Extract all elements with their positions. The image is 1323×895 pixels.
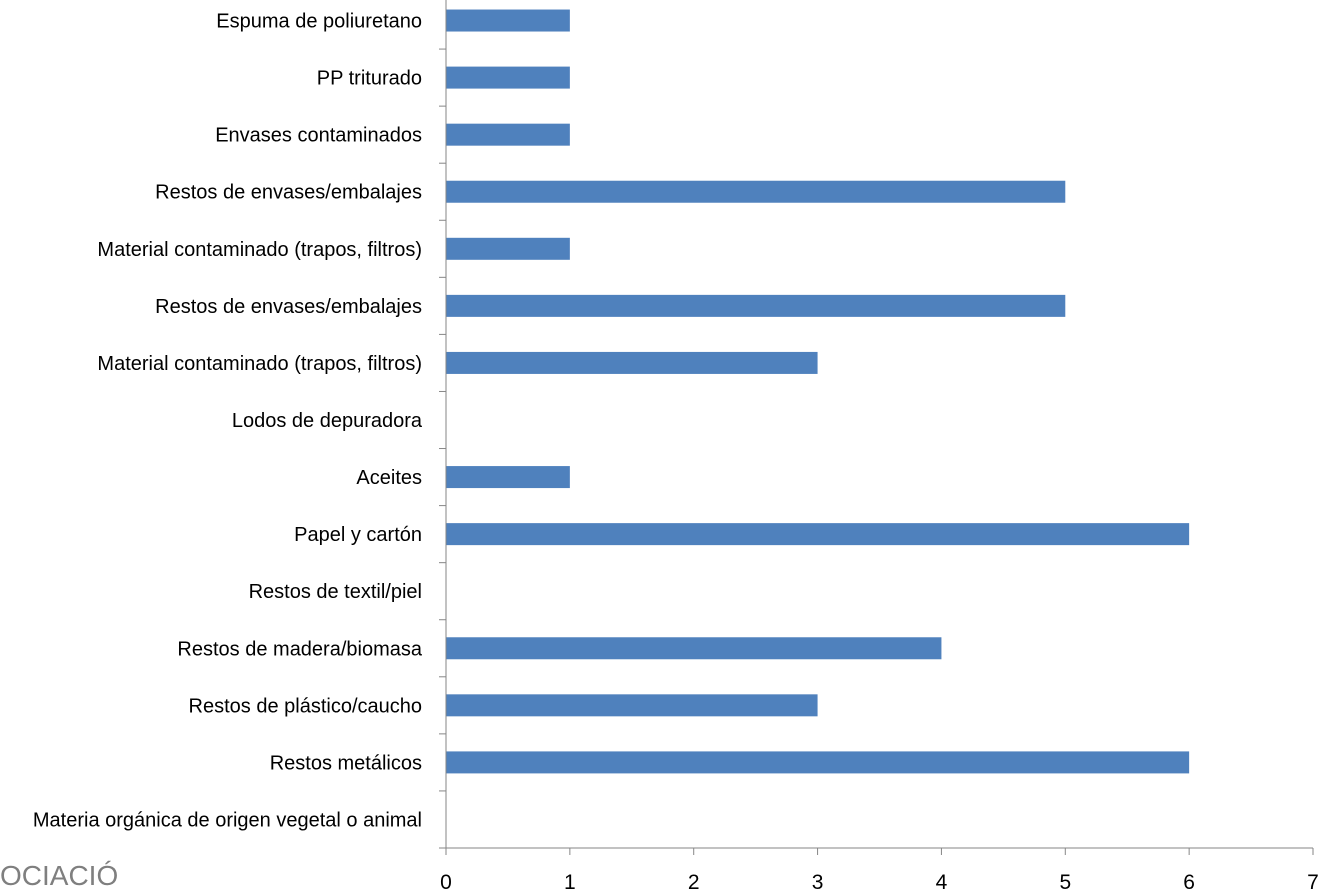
category-label: Restos de envases/embalajes: [155, 296, 422, 318]
category-label: Materia orgánica de origen vegetal o ani…: [33, 809, 422, 831]
bar: [446, 637, 942, 660]
category-label: Espuma de poliuretano: [216, 11, 422, 33]
bar: [446, 694, 818, 717]
category-label: Material contaminado (trapos, filtros): [97, 353, 422, 375]
x-tick-label: 5: [1059, 871, 1071, 894]
bar: [446, 66, 570, 89]
x-tick-label: 0: [440, 871, 452, 894]
bar: [446, 123, 570, 146]
category-label: PP triturado: [317, 68, 422, 90]
logo-watermark-text: OCIACIÓ: [0, 860, 119, 891]
bar: [446, 351, 818, 374]
category-labels: Espuma de poliuretano PP triturado Envases…: [33, 11, 423, 832]
category-label: Restos metálicos: [270, 752, 422, 774]
x-tick-label: 3: [812, 871, 824, 894]
bar: [446, 523, 1190, 546]
axes-layer: [439, 0, 1314, 855]
category-label: Papel y cartón: [294, 524, 422, 546]
x-tick-label: 2: [688, 871, 700, 894]
bar: [446, 466, 570, 489]
bars-layer: [446, 9, 1190, 774]
category-label: Material contaminado (trapos, filtros): [97, 239, 422, 261]
category-label: Envases contaminados: [215, 125, 422, 147]
bar: [446, 237, 570, 260]
bar: [446, 294, 1066, 317]
x-tick-labels: 0 1 2 3 4 5 6 7: [440, 871, 1319, 894]
x-tick-label: 4: [936, 871, 948, 894]
bar: [446, 180, 1066, 203]
category-label: Restos de madera/biomasa: [177, 638, 422, 660]
category-label: Restos de textil/piel: [249, 581, 422, 603]
category-label: Lodos de depuradora: [232, 410, 423, 432]
bar: [446, 9, 570, 32]
category-label: Aceites: [356, 467, 422, 489]
category-label: Restos de plástico/caucho: [189, 695, 422, 717]
bar: [446, 751, 1190, 774]
x-tick-label: 6: [1183, 871, 1195, 894]
x-tick-label: 7: [1307, 871, 1319, 894]
x-tick-label: 1: [564, 871, 576, 894]
category-label: Restos de envases/embalajes: [155, 182, 422, 204]
